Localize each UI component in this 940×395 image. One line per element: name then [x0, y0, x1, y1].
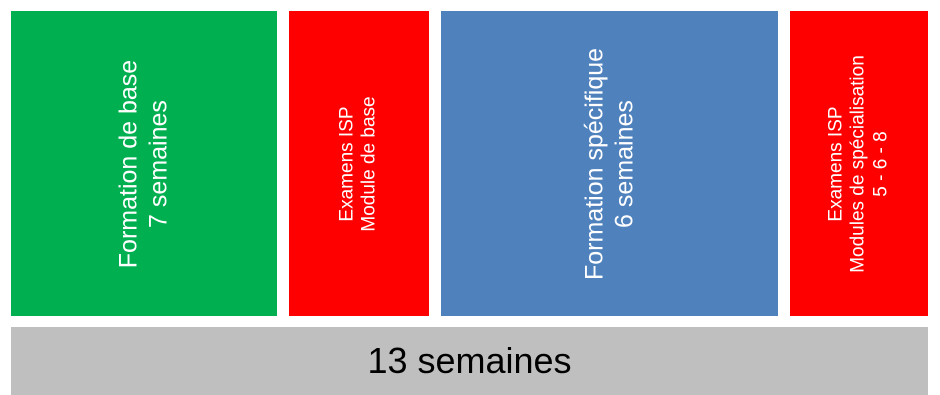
block-examens-module-de-base-title: Examens ISP: [336, 105, 358, 222]
block-formation-specifique-title: Formation spécifique: [580, 47, 608, 280]
block-formation-specifique-duration: 6 semaines: [609, 99, 638, 228]
block-examens-module-de-base-subtitle: Module de base: [359, 95, 380, 232]
total-duration-label: 13 semaines: [367, 340, 572, 381]
block-formation-de-base-label: Formation de base 7 semaines: [115, 11, 174, 316]
block-formation-specifique: Formation spécifique 6 semaines: [441, 11, 778, 316]
block-formation-de-base-duration: 7 semaines: [144, 99, 172, 228]
block-examens-specialisation-subtitle: Modules de spécialisation: [847, 54, 869, 273]
block-examens-specialisation-title: Examens ISP: [825, 105, 847, 222]
block-examens-module-de-base: Examens ISP Module de base: [289, 11, 429, 316]
block-examens-specialisation-numbers: 5 - 6 - 8: [870, 130, 892, 197]
block-formation-de-base: Formation de base 7 semaines: [11, 11, 277, 316]
block-formation-de-base-title: Formation de base: [114, 59, 143, 268]
block-examens-specialisation: Examens ISP Modules de spécialisation 5 …: [790, 11, 928, 316]
block-examens-specialisation-label: Examens ISP Modules de spécialisation 5 …: [825, 11, 892, 316]
total-duration-bar: 13 semaines: [11, 327, 928, 395]
block-examens-module-de-base-label: Examens ISP Module de base: [337, 11, 382, 316]
block-formation-specifique-label: Formation spécifique 6 semaines: [580, 11, 639, 316]
